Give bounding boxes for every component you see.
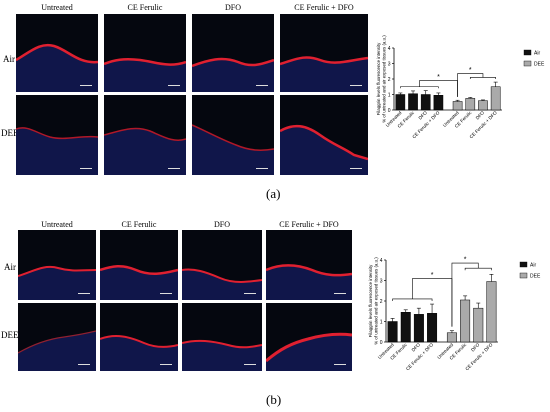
chart-a-legend-label-air: Air xyxy=(534,51,540,57)
chart-a-xtick-label-6: DFO xyxy=(475,110,486,121)
chart-b-bar-air-1 xyxy=(400,312,411,343)
chart-b: 0 1 2 3 4 Filaggrin levels fluorescence inten… xyxy=(360,246,548,386)
chart-a-bar-air-1 xyxy=(408,93,418,111)
chart-b-ylabel-line-1: % of untreated and air exposed tissues (… xyxy=(374,257,379,345)
panel-label-b: (b) xyxy=(266,392,282,407)
chart-b-bracket-air-group xyxy=(392,298,433,301)
chart-a-legend-swatch-air xyxy=(523,49,532,56)
chart-b-bar-dee-6 xyxy=(473,307,484,343)
chart-b-legend-label-air: Air xyxy=(530,263,536,269)
chart-b-ytick-label-1: 1 xyxy=(380,319,383,325)
chart-a-bar-dee-5 xyxy=(465,98,476,111)
col-head-untreated-a: Untreated xyxy=(41,3,73,12)
chart-b-ytick-label-4: 4 xyxy=(380,258,383,264)
micrograph-b-dee-ce-ferulic xyxy=(100,303,178,371)
chart-a-ytick-label-3: 3 xyxy=(388,61,391,67)
col-head-dfo-b: DFO xyxy=(213,220,230,229)
micrograph-b-dee-ce-ferulic-dfo xyxy=(266,303,352,371)
chart-a-legend-swatch-dee xyxy=(523,60,532,67)
chart-a-bar-air-3 xyxy=(433,95,444,111)
chart-b-bar-air-2 xyxy=(413,314,424,343)
micrograph-a-dee-untreated xyxy=(16,95,98,175)
panel-label-a: (a) xyxy=(266,186,281,201)
chart-b-bar-air-3 xyxy=(427,313,438,343)
chart-a-ytick-label-2: 2 xyxy=(388,77,391,83)
chart-b-legend-swatch-air xyxy=(519,261,528,268)
micrograph-a-dee-ce-ferulic xyxy=(104,95,186,175)
micrograph-b-dee-untreated xyxy=(18,303,96,371)
chart-b-ylabel: Filaggrin levels fluorescence intensity%… xyxy=(368,257,379,345)
chart-a-bar-dee-4 xyxy=(452,101,463,111)
chart-a-ytick-label-4: 4 xyxy=(388,46,391,52)
micrograph-a-air-dfo xyxy=(192,14,274,92)
chart-b-ytick-label-2: 2 xyxy=(380,299,383,305)
row-head-dee-a: DEE xyxy=(1,128,19,138)
chart-b-sig-2: * xyxy=(464,257,467,264)
chart-a-ylabel-line-1: % of untreated and air exposed tissues (… xyxy=(382,35,387,123)
chart-a-bar-dee-6 xyxy=(478,100,488,111)
micrograph-a-dee-dfo xyxy=(192,95,274,175)
chart-b-sig-1: * xyxy=(431,272,434,279)
chart-b-bar-dee-7 xyxy=(486,281,497,343)
chart-b-bar-dee-4 xyxy=(446,332,457,343)
chart-a-ytick-label-0: 0 xyxy=(388,108,391,114)
row-head-air-b: Air xyxy=(4,262,16,272)
micrograph-a-dee-ce-ferulic-dfo xyxy=(280,95,368,175)
row-head-air-a: Air xyxy=(3,54,15,64)
micrograph-b-air-ce-ferulic xyxy=(100,230,178,300)
chart-a-bar-air-2 xyxy=(420,94,431,111)
chart-a-bar-air-0 xyxy=(395,94,406,111)
chart-b-ytick-label-3: 3 xyxy=(380,278,383,284)
chart-a-legend-label-dee: DEE xyxy=(534,62,545,68)
chart-a-sig-1: * xyxy=(437,74,440,81)
micrograph-a-air-ce-ferulic xyxy=(104,14,186,92)
col-head-ce-ferulic-dfo-a: CE Ferulic + DFO xyxy=(294,3,354,12)
chart-b-bracket-2 xyxy=(451,262,479,327)
chart-a-bracket-air-group xyxy=(400,86,439,89)
chart-a-bar-dee-7 xyxy=(490,86,501,111)
chart-b-xtick-label-6: DFO xyxy=(470,342,481,353)
chart-a-sig-2: * xyxy=(469,67,472,74)
col-head-ce-ferulic-a: CE Ferulic xyxy=(127,3,163,12)
chart-b-bar-air-0 xyxy=(387,321,398,343)
chart-b-bracket-dee-group xyxy=(464,267,492,271)
chart-a-ylabel-line-0: Filaggrin levels fluorescence intensity xyxy=(376,42,381,116)
chart-a: 0 1 2 3 4 Filaggrin levels fluorescence inten… xyxy=(372,35,548,148)
micrograph-a-air-untreated xyxy=(16,14,98,92)
micrograph-b-dee-dfo xyxy=(182,303,262,371)
col-head-ce-ferulic-dfo-b: CE Ferulic + DFO xyxy=(279,220,339,229)
chart-b-ylabel-line-0: Filaggrin levels fluorescence intensity xyxy=(368,264,373,338)
col-head-untreated-b: Untreated xyxy=(41,220,73,229)
chart-b-ytick-label-0: 0 xyxy=(380,340,383,346)
chart-a-xtick-label-2: DFO xyxy=(418,110,429,121)
chart-a-ytick-label-1: 1 xyxy=(388,92,391,98)
micrograph-b-air-ce-ferulic-dfo xyxy=(266,230,352,300)
chart-b-legend-label-dee: DEE xyxy=(530,274,541,280)
chart-b-bar-dee-5 xyxy=(460,299,471,343)
micrograph-b-air-dfo xyxy=(182,230,262,300)
chart-a-bracket-dee-group xyxy=(469,77,496,79)
row-head-dee-b: DEE xyxy=(1,330,19,340)
chart-a-ylabel: Filaggrin levels fluorescence intensity%… xyxy=(376,35,387,123)
col-head-ce-ferulic-b: CE Ferulic xyxy=(121,220,157,229)
micrograph-b-air-untreated xyxy=(18,230,96,300)
micrograph-a-air-ce-ferulic-dfo xyxy=(280,14,368,92)
chart-b-legend-swatch-dee xyxy=(519,272,528,279)
col-head-dfo-a: DFO xyxy=(224,3,241,12)
chart-b-xtick-label-2: DFO xyxy=(411,342,422,353)
chart-a-bracket-2 xyxy=(457,73,484,97)
